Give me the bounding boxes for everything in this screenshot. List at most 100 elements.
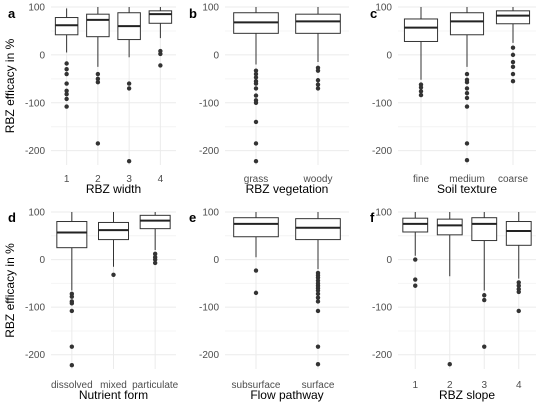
box-iqr: [505, 221, 532, 246]
box-iqr: [449, 12, 485, 36]
outlier-point: [253, 100, 259, 105]
x-tick-label: subsurface: [232, 380, 281, 391]
outlier-point: [253, 81, 259, 86]
outlier-point: [69, 344, 75, 349]
y-tick-label: 0: [39, 50, 45, 61]
x-tick-label: 2: [447, 380, 453, 391]
outlier-point: [253, 86, 259, 91]
y-tick-label: -100: [199, 303, 219, 314]
x-axis-title: Flow pathway: [250, 388, 323, 402]
box-grass: [233, 7, 279, 164]
y-tick-label: -200: [199, 146, 219, 157]
box-iqr: [471, 217, 498, 242]
panel-b: 100 0 -100 -200 grass woody b RBZ vegetation: [189, 3, 349, 196]
outlier-point: [126, 158, 132, 164]
outlier-point: [516, 308, 521, 314]
y-tick-label: -200: [372, 350, 392, 361]
x-axis-title: RBZ slope: [439, 388, 495, 402]
outlier-point: [253, 158, 259, 164]
outlier-point: [315, 288, 321, 293]
outlier-point: [464, 95, 470, 101]
outlier-point: [315, 291, 321, 297]
panel-label: b: [189, 6, 197, 21]
box-iqr: [495, 10, 531, 25]
panel-label: e: [189, 210, 196, 225]
box-dissolved: [56, 212, 88, 368]
outlier-point: [510, 59, 516, 65]
outlier-point: [253, 119, 259, 125]
outlier-point: [418, 89, 424, 94]
outlier-point: [95, 79, 101, 85]
x-tick-label: fine: [413, 174, 430, 185]
x-tick-label: 4: [516, 380, 522, 391]
x-tick-label: particulate: [132, 380, 179, 391]
panel-c: 100 0 -100 -200 fine medium coarse c Soil textur…: [370, 3, 536, 196]
outlier-point: [95, 141, 101, 146]
outlier-point: [69, 362, 75, 368]
outlier-point: [510, 52, 516, 58]
x-tick-label: surface: [302, 380, 335, 391]
x-tick-label: 1: [64, 174, 70, 185]
x-axis-title: Nutrient form: [79, 388, 148, 402]
outlier-point: [64, 81, 69, 86]
panel-label: d: [8, 210, 16, 225]
outlier-point: [315, 68, 321, 73]
outlier-point: [69, 294, 75, 299]
outlier-point: [510, 71, 516, 77]
panel-a: 100 0 -100 -200 1 2 3 4 a RBZ width RBZ efficacy i…: [3, 3, 176, 196]
x-axis-title: RBZ vegetation: [246, 182, 329, 196]
y-tick-label: 0: [386, 255, 392, 266]
box-coarse: [495, 7, 531, 84]
outlier-point: [516, 280, 521, 285]
box-2: [86, 7, 110, 146]
y-tick-label: -200: [199, 350, 219, 361]
outlier-point: [413, 283, 418, 288]
x-tick-label: grass: [244, 174, 268, 185]
y-tick-label: 100: [202, 208, 219, 219]
box-iqr: [402, 217, 429, 233]
box-iqr: [295, 13, 341, 34]
x-tick-label: coarse: [498, 174, 528, 185]
x-tick-label: 2: [95, 174, 101, 185]
outlier-point: [69, 301, 75, 306]
x-tick-label: medium: [449, 174, 485, 185]
x-tick-label: 1: [412, 380, 418, 391]
outlier-point: [253, 141, 259, 146]
outlier-point: [464, 71, 470, 77]
y-tick-label: 100: [375, 208, 392, 219]
box-woody: [295, 7, 341, 91]
outlier-point: [315, 362, 321, 367]
outlier-point: [158, 51, 163, 57]
outlier-point: [464, 141, 470, 146]
outlier-point: [95, 76, 101, 82]
y-tick-label: -200: [372, 146, 392, 157]
outlier-point: [64, 71, 69, 77]
box-1: [54, 8, 79, 109]
box-iqr: [139, 214, 171, 230]
y-tick-label: 0: [386, 50, 392, 61]
outlier-point: [126, 81, 132, 86]
box-mixed: [98, 212, 129, 277]
outlier-point: [482, 344, 487, 349]
box-1: [402, 212, 429, 288]
outlier-point: [516, 289, 521, 295]
x-tick-label: 3: [481, 380, 487, 391]
outlier-point: [464, 90, 470, 96]
panel-d: 100 0 -100 -200 dissolved mixed particulate d Nu…: [3, 208, 179, 403]
y-tick-label: -100: [25, 98, 45, 109]
y-tick-label: -100: [199, 98, 219, 109]
y-tick-label: 100: [28, 208, 45, 219]
outlier-point: [253, 290, 259, 296]
y-tick-label: 0: [39, 255, 45, 266]
box-iqr: [148, 10, 173, 24]
outlier-point: [464, 158, 470, 163]
box-4: [505, 212, 532, 314]
outlier-point: [510, 64, 516, 70]
outlier-point: [510, 45, 516, 50]
y-axis-title: RBZ efficacy in %: [3, 38, 17, 133]
panel-e: 100 0 -100 -200 subsurface surface e Flow pathw…: [189, 208, 349, 402]
y-tick-label: 0: [213, 50, 219, 61]
y-tick-label: -200: [25, 350, 45, 361]
box-fine: [403, 7, 439, 98]
outlier-point: [64, 67, 69, 72]
